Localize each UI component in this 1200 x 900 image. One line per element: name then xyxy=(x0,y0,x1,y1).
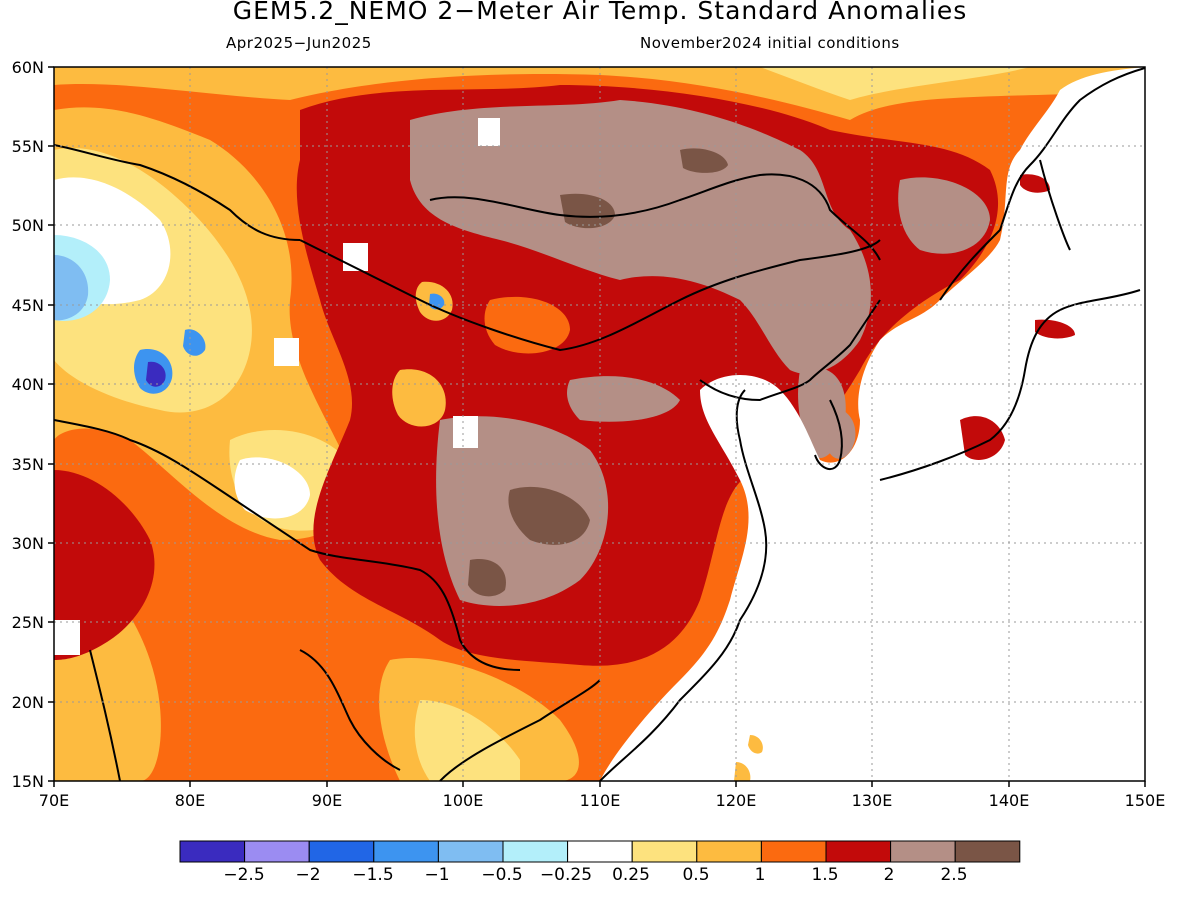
colorbar-label: −2 xyxy=(295,865,320,885)
lon-label: 140E xyxy=(989,791,1030,810)
colorbar-swatch xyxy=(890,840,956,863)
indochina-coast xyxy=(439,679,601,781)
korea-coast xyxy=(814,399,843,470)
colorbar-swatch xyxy=(567,840,633,863)
lat-label: 35N xyxy=(12,455,44,474)
colorbar-swatch xyxy=(437,840,504,863)
tibet-border xyxy=(54,419,521,671)
anomaly-fill-2 xyxy=(1035,319,1075,339)
anomaly-fill-2 xyxy=(1020,174,1050,193)
anomaly-fill-2.5 xyxy=(567,376,680,422)
colorbar-swatch xyxy=(502,840,569,863)
colorbar-label: −0.5 xyxy=(481,865,522,885)
forecast-period: Apr2025−Jun2025 xyxy=(226,34,372,52)
lat-label: 45N xyxy=(12,296,44,315)
anomaly-fill-1.5 xyxy=(484,296,570,354)
lon-label: 80E xyxy=(175,791,205,810)
colorbar-label: 2 xyxy=(884,865,895,885)
lat-label: 20N xyxy=(12,693,44,712)
border-line xyxy=(54,144,301,241)
anomaly-fill-negative xyxy=(146,361,166,387)
china-east-coast xyxy=(599,389,768,781)
anomaly-fill-2 xyxy=(54,470,155,660)
initial-conditions: November2024 initial conditions xyxy=(640,34,900,52)
chart-title: GEM5.2_NEMO 2−Meter Air Temp. Standard A… xyxy=(232,0,968,25)
lon-label: 100E xyxy=(443,791,484,810)
coastlines xyxy=(54,67,1145,781)
hokkaido-coast xyxy=(1059,289,1141,311)
lat-label: 55N xyxy=(12,137,44,156)
colorbar-label: 0.25 xyxy=(612,865,650,885)
lat-label: 15N xyxy=(12,772,44,791)
anomaly-fill-2.5 xyxy=(898,177,990,254)
lon-label: 90E xyxy=(312,791,342,810)
colorbar-swatch xyxy=(179,840,246,863)
colorbar-swatch xyxy=(696,840,762,863)
japan-coast xyxy=(879,309,1061,481)
neutral-block xyxy=(274,338,299,366)
anomaly-fill-max xyxy=(680,148,728,173)
anomaly-fill-max xyxy=(508,486,590,545)
neutral-block xyxy=(478,118,500,146)
colorbar-swatch xyxy=(760,840,827,863)
anomaly-fill-negative xyxy=(54,255,89,321)
colorbar-labels: −2.5 −2 −1.5 −1 −0.5 −0.25 0.25 0.5 1 1.… xyxy=(223,865,967,885)
colorbar-label: 0.5 xyxy=(682,865,709,885)
colorbar-swatch xyxy=(308,840,375,863)
colorbar-label: −2.5 xyxy=(223,865,264,885)
lat-label: 30N xyxy=(12,534,44,553)
lat-label: 25N xyxy=(12,613,44,632)
anomaly-fill-2.5 xyxy=(410,100,871,374)
anomaly-fill-1 xyxy=(734,762,751,781)
lon-label: 70E xyxy=(39,791,69,810)
colorbar-swatch xyxy=(631,840,698,863)
lon-label: 120E xyxy=(716,791,757,810)
graticule xyxy=(54,67,1145,781)
neutral-block xyxy=(343,243,368,271)
colorbar-label: −1 xyxy=(424,865,449,885)
lat-label: 40N xyxy=(12,375,44,394)
mongolia-border xyxy=(299,239,881,352)
colorbar-label: 1.5 xyxy=(811,865,838,885)
lon-label: 150E xyxy=(1125,791,1166,810)
colorbar-label: 1 xyxy=(755,865,766,885)
longitude-labels: 70E 80E 90E 100E 110E 120E 130E 140E 150… xyxy=(39,791,1166,810)
colorbar-swatch xyxy=(373,840,439,863)
neutral-block xyxy=(453,416,478,448)
lon-label: 110E xyxy=(580,791,621,810)
lat-label: 50N xyxy=(12,216,44,235)
russia-mongolia-border xyxy=(429,173,881,261)
tick-marks xyxy=(48,66,1146,787)
lat-label: 60N xyxy=(12,58,44,77)
colorbar-label: −1.5 xyxy=(352,865,393,885)
anomaly-fill-neutral xyxy=(234,457,310,519)
sakhalin-coast xyxy=(1039,159,1071,251)
anomaly-fill-max xyxy=(468,559,506,597)
neutral-block xyxy=(54,620,80,655)
latitude-labels: 60N 55N 50N 45N 40N 35N 30N 25N 20N 15N xyxy=(12,58,44,791)
anomaly-fill-0.5 xyxy=(414,700,520,781)
india-west-coast xyxy=(89,649,121,781)
anomaly-fill-max xyxy=(560,193,615,229)
colorbar-swatch xyxy=(244,840,310,863)
anomaly-fill-0.5 xyxy=(760,67,1030,100)
colorbar xyxy=(179,840,1021,863)
bay-of-bengal-coast xyxy=(299,649,401,771)
colorbar-swatch xyxy=(825,840,892,863)
colorbar-label: −0.25 xyxy=(540,865,592,885)
anomaly-fill-negative xyxy=(183,329,206,356)
anomaly-fill-1 xyxy=(748,735,763,754)
colorbar-swatch xyxy=(954,840,1021,863)
colorbar-label: 2.5 xyxy=(940,865,967,885)
lon-label: 130E xyxy=(852,791,893,810)
russia-pacific-coast xyxy=(939,67,1145,301)
